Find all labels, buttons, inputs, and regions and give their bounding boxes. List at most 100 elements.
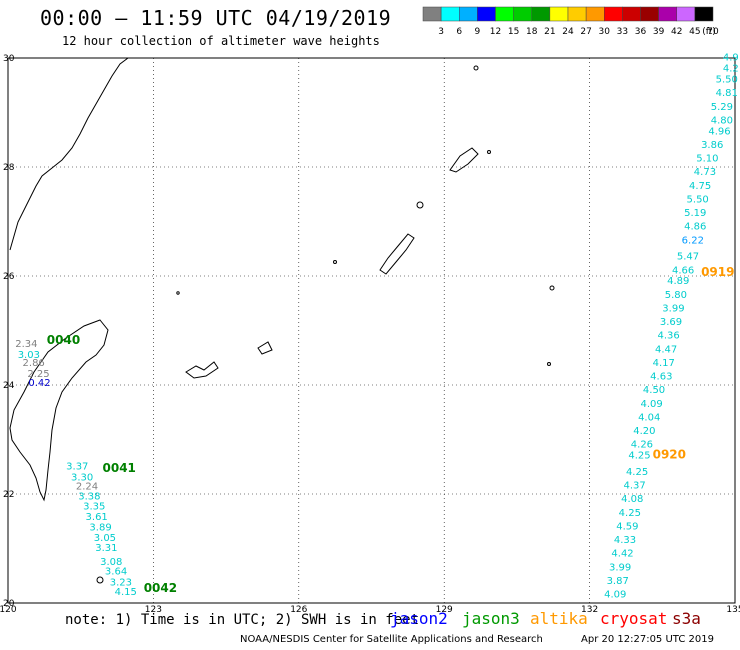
wave-height-value: 4.66 bbox=[672, 265, 694, 276]
colorbar-tick-label: 15 bbox=[508, 27, 519, 37]
wave-height-value: 4.47 bbox=[655, 344, 677, 355]
wave-height-value: 4.59 bbox=[616, 521, 638, 532]
chart-subtitle: 12 hour collection of altimeter wave hei… bbox=[62, 34, 380, 48]
wave-height-value: 4.73 bbox=[694, 167, 716, 178]
lon-tick-label: 126 bbox=[290, 605, 307, 615]
japan-coast-outline bbox=[9, 57, 129, 251]
pass-time-label: 0040 bbox=[47, 333, 80, 347]
wave-height-value: 0.42 bbox=[28, 378, 50, 389]
wave-height-value: 3.30 bbox=[71, 472, 93, 483]
wave-height-value: 3.87 bbox=[607, 576, 629, 587]
wave-height-value: 4.25 bbox=[619, 508, 641, 519]
wave-height-value: 4.42 bbox=[611, 549, 633, 560]
colorbar-tick-label: 12 bbox=[490, 27, 501, 37]
colorbar-swatch bbox=[694, 6, 714, 22]
wave-height-value: 3.61 bbox=[86, 512, 108, 523]
wave-height-value: 4.86 bbox=[684, 222, 706, 233]
wave-height-value: 4.25 bbox=[628, 451, 650, 462]
wave-height-value: 4.96 bbox=[708, 126, 730, 137]
wave-height-value: 4.80 bbox=[711, 115, 733, 126]
wave-height-value: 6.22 bbox=[682, 235, 704, 246]
wave-height-value: 3.64 bbox=[105, 567, 127, 578]
wave-height-value: 3.69 bbox=[660, 317, 682, 328]
wave-height-value: 3.35 bbox=[83, 501, 105, 512]
colorbar-tick-label: 6 bbox=[456, 27, 462, 37]
wave-height-value: 3.08 bbox=[100, 557, 122, 568]
wave-height-value: 2.86 bbox=[23, 358, 45, 369]
wave-height-value: 3.03 bbox=[18, 350, 40, 361]
miyako-outline bbox=[257, 341, 273, 355]
wave-height-value: 4.9 bbox=[723, 53, 739, 64]
wave-height-value: 4.89 bbox=[667, 276, 689, 287]
colorbar-tick-label: 24 bbox=[562, 27, 574, 37]
pass-labels: 0040 0041 0042 0919 0920 bbox=[47, 265, 735, 595]
wave-height-value: 4.37 bbox=[624, 481, 646, 492]
lat-tick-label: 26 bbox=[3, 272, 15, 282]
wave-height-value: 5.47 bbox=[677, 252, 699, 263]
wave-height-value: 4.20 bbox=[633, 426, 655, 437]
lon-tick-label: 123 bbox=[145, 605, 162, 615]
satellite-jason2: jason2 bbox=[390, 609, 448, 628]
wave-height-value: 4.33 bbox=[614, 535, 636, 546]
map-grid bbox=[7, 57, 736, 604]
wave-height-value: 3.37 bbox=[66, 461, 88, 472]
colorbar-tick-label: 45 bbox=[689, 27, 700, 37]
wave-height-value: 3.05 bbox=[94, 533, 116, 544]
wave-height-value: 5.19 bbox=[684, 208, 706, 219]
satellite-jason3: jason3 bbox=[462, 609, 520, 628]
wave-height-value: 4.09 bbox=[640, 399, 662, 410]
wave-height-value: 4.81 bbox=[716, 88, 738, 99]
pass-time-label: 0041 bbox=[103, 461, 136, 475]
ishigaki-outline bbox=[185, 361, 219, 379]
lon-tick-label: 120 bbox=[0, 605, 17, 615]
wave-height-value: 3.99 bbox=[609, 562, 631, 573]
lon-tick-label: 129 bbox=[436, 605, 453, 615]
lat-tick-label: 30 bbox=[3, 54, 15, 64]
generated-timestamp: Apr 20 12:27:05 UTC 2019 bbox=[581, 634, 714, 645]
lon-tick-label: 132 bbox=[581, 605, 598, 615]
wave-height-value: 2.34 bbox=[15, 339, 37, 350]
amami-outline bbox=[449, 147, 479, 173]
wave-height-value: 5.10 bbox=[696, 154, 718, 165]
wave-height-value: 3.23 bbox=[110, 578, 132, 589]
wave-height-value: 4.2 bbox=[723, 64, 739, 75]
lat-tick-label: 20 bbox=[3, 599, 15, 609]
okinawa-outline bbox=[379, 233, 415, 275]
wave-height-value: 2.25 bbox=[27, 369, 49, 380]
color-scale-legend: 3 6 9 12 15 18 21 24 27 30 33 36 39 42 45 70(ft) bbox=[422, 6, 719, 37]
lat-tick-label: 28 bbox=[3, 163, 15, 173]
wave-height-value: 3.89 bbox=[89, 523, 111, 534]
lat-tick-label: 24 bbox=[3, 381, 15, 391]
wave-height-value: 4.09 bbox=[604, 590, 626, 601]
colorbar-tick-label: 27 bbox=[580, 27, 591, 37]
chart-title: 00:00 — 11:59 UTC 04/19/2019 bbox=[40, 6, 392, 30]
colorbar-tick-label: 21 bbox=[544, 27, 555, 37]
wave-height-value: 3.31 bbox=[95, 543, 117, 554]
wave-height-value: 5.29 bbox=[711, 102, 733, 113]
wave-height-value: 3.99 bbox=[662, 303, 684, 314]
taiwan-outline bbox=[9, 319, 109, 502]
colorbar-tick-label: 42 bbox=[671, 27, 682, 37]
wave-height-value: 4.75 bbox=[689, 181, 711, 192]
pass-time-label: 0920 bbox=[653, 448, 686, 462]
pass-time-label: 0042 bbox=[144, 581, 177, 595]
wave-height-value: 4.26 bbox=[631, 440, 653, 451]
colorbar-tick-label: 33 bbox=[617, 27, 628, 37]
satellite-s3a: s3a bbox=[672, 609, 701, 628]
land-outlines bbox=[9, 57, 555, 584]
wave-height-value: 4.36 bbox=[657, 331, 679, 342]
wave-height-value: 4.08 bbox=[621, 494, 643, 505]
pass-time-label: 0919 bbox=[701, 265, 734, 279]
colorbar-tick-label: 36 bbox=[635, 27, 647, 37]
satellite-altika: altika bbox=[530, 609, 588, 628]
wave-height-value: 4.25 bbox=[626, 467, 648, 478]
colorbar-tick-label: 30 bbox=[599, 27, 611, 37]
wave-height-value: 3.38 bbox=[78, 491, 100, 502]
lat-tick-label: 22 bbox=[3, 490, 14, 500]
wave-height-value: 4.04 bbox=[638, 412, 660, 423]
footer-note: note: 1) Time is in UTC; 2) SWH is in fe… bbox=[65, 612, 420, 628]
wave-height-value: 4.17 bbox=[653, 358, 675, 369]
colorbar-tick-label: 9 bbox=[475, 27, 481, 37]
wave-height-value: 2.24 bbox=[76, 482, 98, 493]
